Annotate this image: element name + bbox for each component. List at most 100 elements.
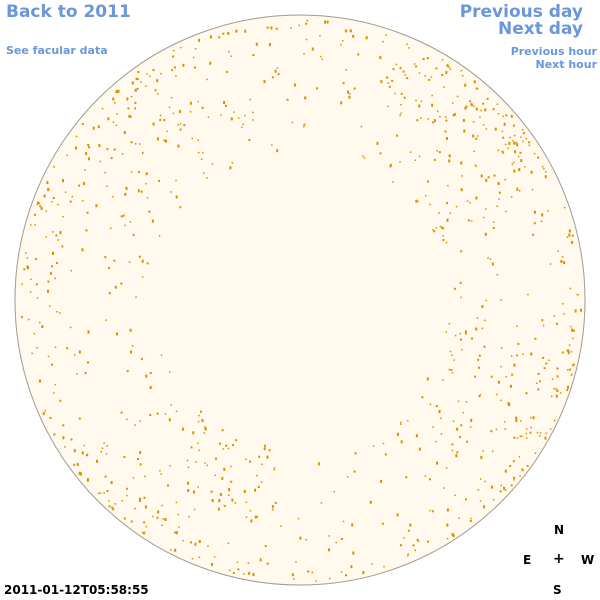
facular-speck [139, 451, 142, 454]
facular-speck [97, 492, 100, 495]
facular-speck [324, 20, 326, 24]
facular-speck [221, 476, 224, 480]
facular-speck [505, 210, 507, 213]
facular-speck [448, 323, 451, 325]
facular-speck [549, 428, 552, 430]
facular-speck [175, 501, 178, 504]
facular-speck [395, 63, 398, 66]
facular-speck [442, 235, 444, 237]
facular-speck [464, 83, 467, 87]
facular-speck [140, 190, 143, 193]
facular-speck [537, 156, 540, 159]
facular-speck [223, 101, 226, 104]
facular-speck [483, 216, 485, 219]
facular-speck [469, 100, 472, 103]
next-hour-link[interactable]: Next hour [535, 58, 598, 71]
facular-speck [201, 106, 204, 109]
facular-speck [82, 200, 84, 202]
facular-speck [80, 474, 82, 476]
facular-data-link[interactable]: See facular data [6, 44, 108, 57]
facular-speck [505, 114, 508, 117]
facular-speck [170, 97, 173, 99]
facular-speck [478, 354, 481, 357]
facular-speck [70, 438, 73, 441]
facular-speck [462, 119, 465, 122]
facular-speck [371, 563, 373, 565]
facular-speck [448, 368, 450, 371]
facular-speck [187, 489, 190, 492]
facular-speck [52, 197, 55, 200]
facular-speck [409, 151, 412, 153]
facular-speck [385, 34, 387, 36]
facular-speck [458, 517, 460, 520]
facular-speck [548, 359, 550, 362]
facular-speck [145, 183, 147, 185]
facular-speck [467, 219, 470, 222]
facular-speck [88, 146, 91, 149]
facular-speck [480, 455, 483, 459]
facular-speck [544, 175, 547, 179]
facular-speck [163, 119, 166, 122]
facular-speck [353, 87, 356, 90]
facular-speck [47, 187, 50, 190]
facular-speck [130, 171, 133, 173]
facular-speck [112, 121, 115, 123]
facular-speck [340, 101, 343, 105]
back-to-year-link[interactable]: Back to 2011 [6, 2, 131, 22]
facular-speck [501, 130, 504, 133]
facular-speck [106, 148, 109, 151]
facular-speck [484, 480, 486, 483]
facular-speck [469, 202, 471, 204]
facular-speck [384, 453, 387, 456]
facular-speck [542, 356, 545, 359]
facular-speck [83, 182, 86, 186]
facular-speck [47, 289, 49, 293]
facular-speck [66, 347, 69, 350]
facular-speck [123, 455, 126, 458]
previous-hour-link[interactable]: Previous hour [510, 45, 597, 58]
facular-speck [30, 278, 32, 280]
compass-east: E [523, 553, 532, 567]
facular-speck [453, 113, 456, 116]
facular-speck [352, 551, 355, 555]
facular-speck [54, 277, 56, 280]
facular-speck [145, 85, 147, 87]
facular-speck [443, 487, 445, 489]
facular-speck [530, 170, 533, 174]
facular-speck [460, 296, 462, 299]
facular-speck [348, 95, 351, 99]
facular-speck [193, 66, 196, 69]
facular-speck [473, 80, 476, 84]
next-day-link[interactable]: Next day [498, 19, 583, 39]
facular-speck [465, 333, 467, 335]
facular-speck [429, 509, 431, 512]
facular-speck [129, 115, 132, 118]
facular-speck [192, 431, 195, 435]
facular-speck [229, 166, 232, 170]
facular-speck [396, 134, 399, 137]
previous-day-link[interactable]: Previous day [459, 2, 583, 22]
facular-speck [252, 573, 255, 577]
facular-speck [481, 305, 484, 308]
facular-speck [115, 90, 118, 94]
facular-speck [121, 499, 123, 502]
facular-speck [440, 433, 443, 435]
facular-speck [148, 210, 151, 213]
facular-speck [454, 494, 456, 496]
facular-speck [450, 369, 453, 371]
facular-speck [213, 556, 216, 558]
facular-speck [445, 241, 448, 244]
facular-speck [513, 476, 516, 479]
facular-speck [207, 545, 209, 547]
facular-speck [518, 456, 521, 458]
facular-speck [516, 187, 519, 191]
facular-speck [245, 458, 247, 461]
facular-speck [78, 471, 81, 475]
facular-speck [99, 160, 101, 163]
facular-speck [535, 382, 538, 384]
facular-speck [517, 155, 520, 158]
facular-speck [160, 354, 163, 356]
facular-speck [62, 436, 65, 440]
facular-speck [561, 351, 564, 354]
facular-speck [134, 507, 136, 510]
